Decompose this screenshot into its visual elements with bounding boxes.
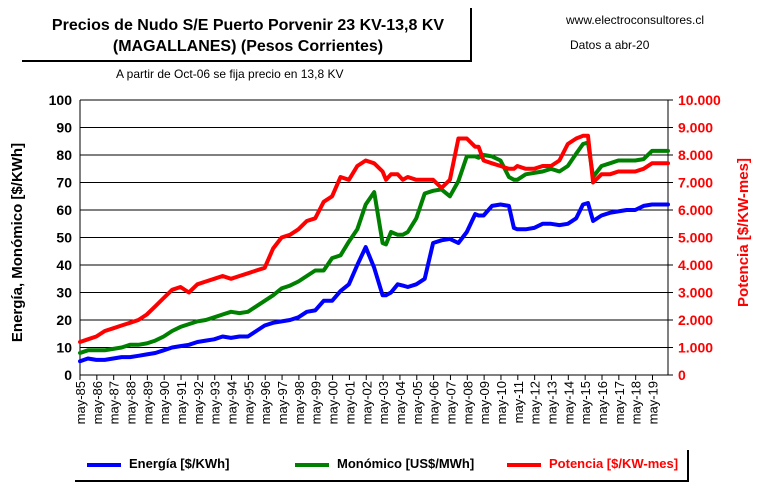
y-right-tick-label: 2.000 — [678, 312, 713, 328]
y-tick-label: 10 — [56, 340, 72, 356]
x-tick-label: may-04 — [393, 381, 408, 424]
y-tick-label: 80 — [56, 147, 72, 163]
x-tick-label: may-88 — [124, 381, 139, 424]
x-tick-label: may-97 — [275, 381, 290, 424]
legend-swatch-energia — [87, 463, 121, 467]
y-tick-label: 40 — [56, 257, 72, 273]
website-label: www.electroconsultores.cl — [566, 13, 705, 27]
x-tick-label: may-10 — [494, 381, 509, 424]
series-monomico-line — [78, 140, 670, 355]
x-tick-label: may-14 — [561, 381, 576, 424]
series-potencia-line — [78, 133, 670, 344]
x-tick-label: may-91 — [174, 381, 189, 424]
y-right-tick-label: 9.000 — [678, 120, 713, 136]
title-box: Precios de Nudo S/E Puerto Porvenir 23 K… — [22, 8, 472, 62]
axes — [79, 99, 673, 380]
y-right-tick-label: 1.000 — [678, 340, 713, 356]
y-right-tick-label: 7.000 — [678, 175, 713, 191]
y-right-axis-title: Potencia [$/KW-mes] — [735, 158, 752, 307]
legend: Energía [$/KWh] Monómico [US$/MWh] Poten… — [75, 450, 689, 482]
series-energia-line — [78, 201, 670, 364]
x-tick-label: may-90 — [157, 381, 172, 424]
x-tick-label: may-13 — [544, 381, 559, 424]
x-tick-label: may-09 — [477, 381, 492, 424]
x-tick-label: may-07 — [443, 381, 458, 424]
x-tick-label: may-00 — [326, 381, 341, 424]
y-axis-title: Energía, Monómico [$/KWh] — [9, 143, 26, 342]
x-tick-label: may-11 — [511, 381, 526, 423]
x-tick-label: may-01 — [342, 381, 357, 424]
x-tick-label: may-18 — [629, 381, 644, 424]
x-tick-label: may-94 — [225, 381, 240, 424]
date-note: Datos a abr-20 — [570, 38, 650, 52]
y-tick-label: 20 — [56, 312, 72, 328]
legend-label-energia: Energía [$/KWh] — [129, 456, 230, 471]
x-tick-label: may-95 — [241, 381, 256, 424]
y-tick-label: 60 — [56, 202, 72, 218]
legend-swatch-potencia — [507, 463, 541, 467]
x-tick-label: may-06 — [427, 381, 442, 424]
x-tick-label: may-93 — [208, 381, 223, 424]
y-right-tick-label: 3.000 — [678, 285, 713, 301]
y-right-tick-label: 6.000 — [678, 202, 713, 218]
y-tick-label: 100 — [49, 92, 73, 108]
x-tick-label: may-15 — [578, 381, 593, 424]
axis-labels: 0 10 20 30 40 50 60 70 80 90 100 0 1.000 2.000 3.000 4.… — [9, 92, 752, 424]
y-right-tick-label: 0 — [678, 367, 686, 383]
legend-swatch-monomico — [295, 463, 329, 467]
x-tick-label: may-87 — [107, 381, 122, 424]
x-tick-label: may-03 — [376, 381, 391, 424]
x-tick-label: may-17 — [612, 381, 627, 424]
chart-subtitle: A partir de Oct-06 se fija precio en 13,… — [116, 67, 344, 81]
x-tick-label: may-08 — [460, 381, 475, 424]
series-lines — [78, 133, 670, 364]
y-right-tick-label: 5.000 — [678, 230, 713, 246]
x-tick-label: may-02 — [359, 381, 374, 424]
x-tick-label: may-86 — [90, 381, 105, 424]
y-tick-label: 30 — [56, 285, 72, 301]
x-tick-label: may-85 — [73, 381, 88, 424]
x-tick-label: may-05 — [410, 381, 425, 424]
chart-title-line2: (MAGALLANES) (Pesos Corrientes) — [112, 38, 384, 55]
y-tick-label: 0 — [64, 367, 72, 383]
y-tick-label: 70 — [56, 175, 72, 191]
x-tick-label: may-98 — [292, 381, 307, 424]
x-tick-label: may-96 — [258, 381, 273, 424]
x-tick-label: may-92 — [191, 381, 206, 424]
legend-label-potencia: Potencia [$/KW-mes] — [549, 456, 679, 471]
y-tick-label: 50 — [56, 230, 72, 246]
y-right-tick-label: 10.000 — [678, 92, 721, 108]
x-tick-label: may-89 — [140, 381, 155, 424]
y-tick-label: 90 — [56, 120, 72, 136]
x-tick-label: may-19 — [646, 381, 661, 424]
legend-label-monomico: Monómico [US$/MWh] — [337, 456, 475, 471]
y-right-tick-label: 8.000 — [678, 147, 713, 163]
x-tick-label: may-16 — [595, 381, 610, 424]
chart-title-line1: Precios de Nudo S/E Puerto Porvenir 23 K… — [51, 17, 445, 34]
x-tick-label: may-99 — [309, 381, 324, 424]
x-tick-label: may-12 — [528, 381, 543, 424]
y-right-tick-label: 4.000 — [678, 257, 713, 273]
